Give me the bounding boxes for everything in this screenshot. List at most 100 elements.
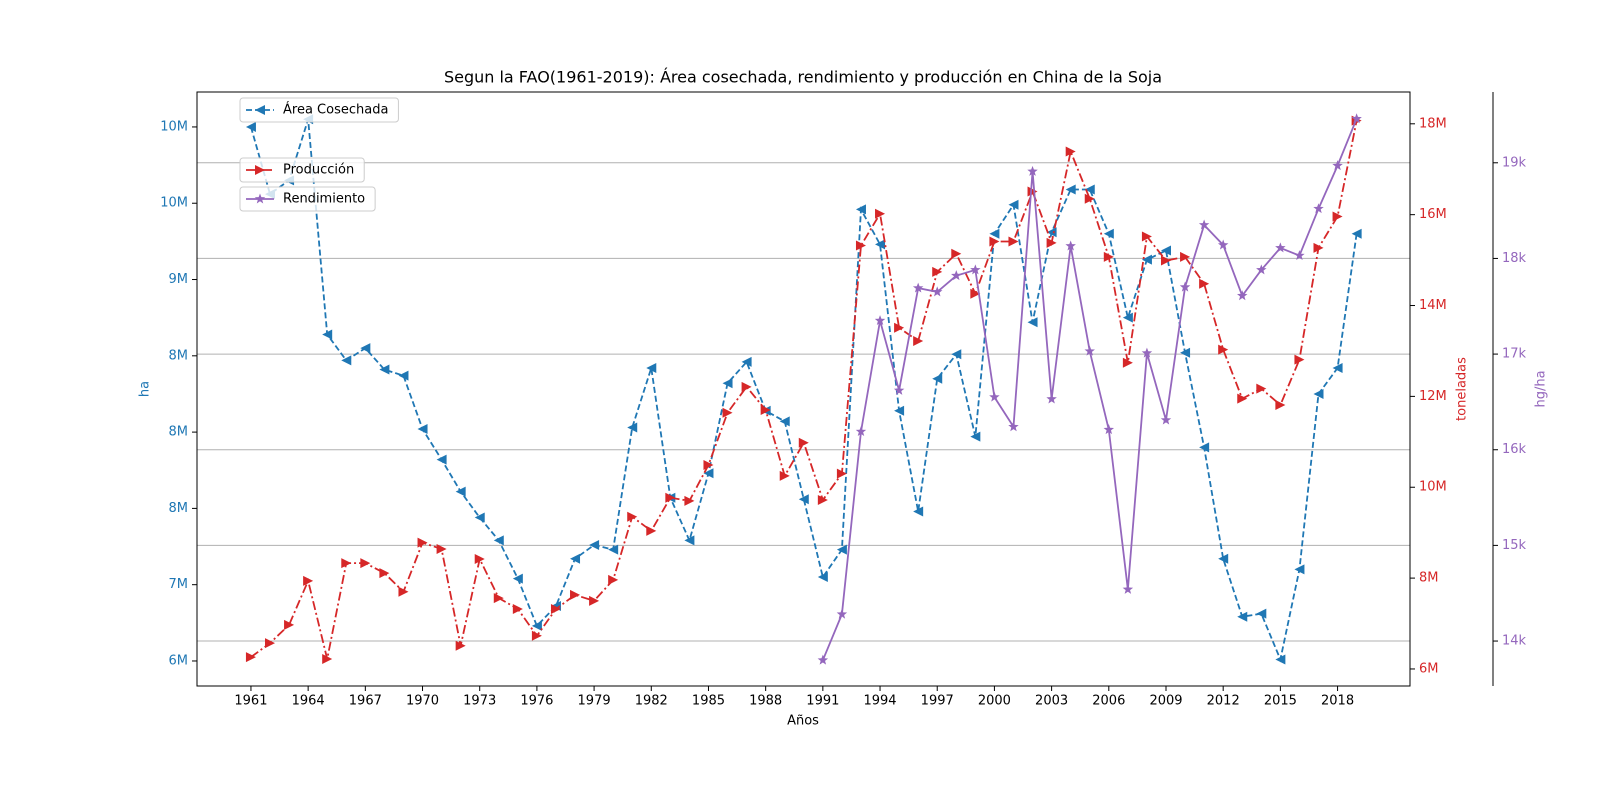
data-point <box>570 553 581 564</box>
data-point <box>1122 312 1133 323</box>
data-point <box>913 335 924 346</box>
data-point <box>951 248 962 259</box>
data-point <box>379 364 390 375</box>
data-point <box>608 574 619 585</box>
data-point <box>913 506 924 517</box>
data-point <box>1294 564 1305 575</box>
data-point <box>1351 228 1362 239</box>
data-point <box>1103 251 1114 262</box>
data-point <box>970 431 981 442</box>
legend-marker <box>254 193 266 204</box>
data-point <box>1103 424 1115 435</box>
y3-tick-label: 16k <box>1502 442 1527 457</box>
y3-tick-label: 19k <box>1502 155 1527 170</box>
data-point <box>1237 611 1248 622</box>
data-point <box>417 537 428 548</box>
data-point <box>855 426 867 437</box>
data-point <box>741 381 752 392</box>
data-point <box>836 544 847 555</box>
plot-frame <box>196 91 1411 687</box>
y-tick-label: 10M <box>160 196 188 211</box>
data-point <box>646 525 657 536</box>
legend: Producción <box>239 157 365 183</box>
data-point <box>1141 231 1152 242</box>
data-point <box>1122 583 1134 594</box>
x-tick-label: 1991 <box>806 694 839 709</box>
data-point <box>1160 255 1171 266</box>
data-point <box>893 384 905 395</box>
data-point <box>303 575 314 586</box>
legend-box <box>239 157 365 183</box>
legend-label: Producción <box>283 163 354 178</box>
data-point <box>684 495 695 506</box>
data-point <box>875 239 886 250</box>
series-line <box>250 119 1358 663</box>
data-point <box>1218 553 1229 564</box>
x-tick-label: 2015 <box>1264 694 1297 709</box>
data-point <box>875 208 886 219</box>
data-point <box>455 486 466 497</box>
data-point <box>1084 345 1095 356</box>
x-tick-label: 1997 <box>921 694 954 709</box>
x-tick-label: 2003 <box>1035 694 1068 709</box>
data-point <box>817 654 829 665</box>
data-point <box>1313 388 1324 399</box>
y2-tick-label: 8M <box>1419 571 1439 586</box>
data-point <box>608 544 619 555</box>
x-tick-label: 1988 <box>749 694 782 709</box>
data-point <box>531 630 542 641</box>
data-point <box>989 391 1000 402</box>
data-point <box>1275 400 1286 411</box>
data-point <box>1065 184 1076 195</box>
data-point <box>436 544 447 555</box>
legend: Rendimiento <box>239 186 376 212</box>
data-point <box>932 266 943 277</box>
x-tick-label: 2009 <box>1149 694 1182 709</box>
legend-box <box>239 186 376 212</box>
x-axis-label: Años <box>787 714 819 729</box>
x-tick-label: 1976 <box>520 694 553 709</box>
data-point <box>760 405 771 416</box>
data-point <box>1122 357 1133 368</box>
data-point <box>589 595 600 606</box>
y2-axis-label: toneladas <box>1455 357 1470 421</box>
data-point <box>1027 186 1038 197</box>
data-point <box>570 589 581 600</box>
data-point <box>722 407 733 418</box>
x-tick-label: 1973 <box>463 694 496 709</box>
data-point <box>951 270 962 281</box>
data-point <box>627 511 638 522</box>
data-point <box>779 470 790 481</box>
series-line <box>250 120 1358 660</box>
data-point <box>1141 347 1153 358</box>
y3-tick-label: 17k <box>1502 347 1527 362</box>
data-point <box>665 492 676 503</box>
data-point <box>474 512 485 523</box>
y-tick-label: 8M <box>169 425 189 440</box>
data-point <box>817 494 828 505</box>
legend-box <box>239 97 399 123</box>
data-point <box>912 282 924 293</box>
y-tick-label: 8M <box>169 348 189 363</box>
data-point <box>1065 146 1076 157</box>
y-tick-label: 7M <box>169 577 189 592</box>
data-point <box>341 355 352 366</box>
data-point <box>1294 250 1305 261</box>
data-point <box>379 568 390 579</box>
data-point <box>474 554 485 565</box>
data-point <box>245 652 256 663</box>
data-point <box>1160 414 1172 425</box>
data-point <box>398 370 409 381</box>
data-point <box>322 653 333 664</box>
y2-tick-label: 18M <box>1419 116 1447 131</box>
data-point <box>817 572 828 583</box>
data-point <box>1180 347 1191 358</box>
x-tick-label: 1994 <box>863 694 896 709</box>
data-point <box>989 228 1000 239</box>
y-tick-label: 6M <box>169 653 189 668</box>
data-point <box>798 494 809 505</box>
data-point <box>951 349 962 360</box>
data-point <box>1198 219 1210 230</box>
data-point <box>1237 393 1248 404</box>
data-point <box>989 236 1000 247</box>
